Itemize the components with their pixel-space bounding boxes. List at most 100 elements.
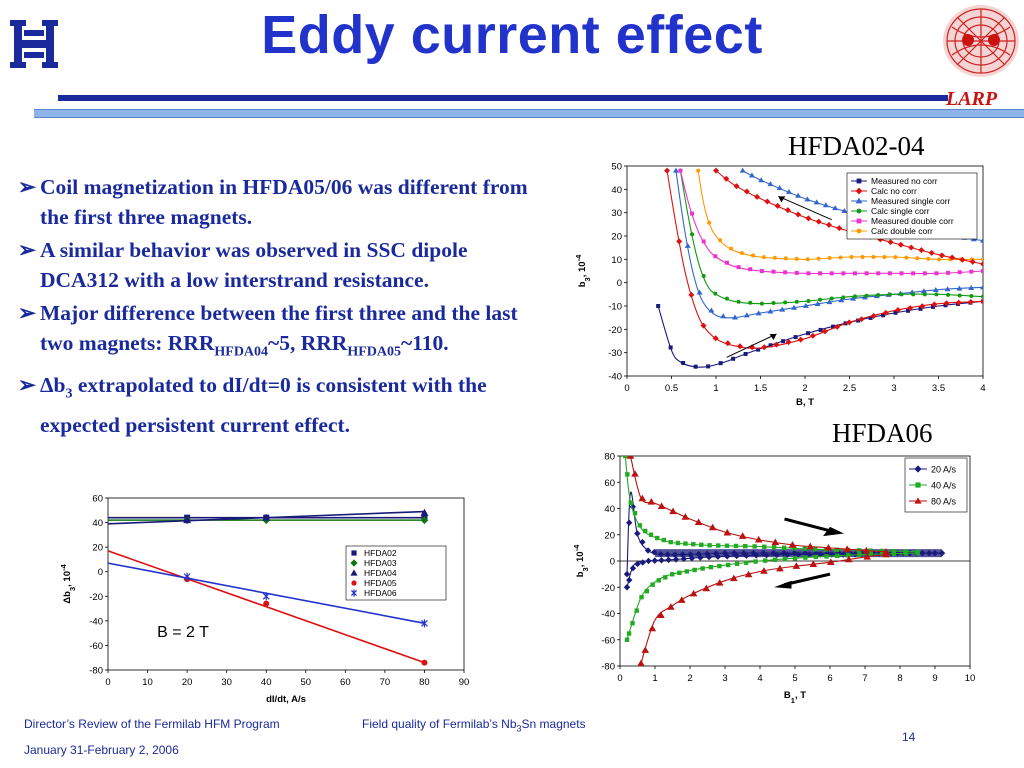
data-point — [920, 288, 927, 294]
data-point — [672, 167, 679, 173]
data-point — [922, 271, 927, 276]
data-point — [829, 271, 834, 276]
data-point — [822, 328, 829, 335]
data-point — [809, 560, 818, 567]
data-point — [717, 563, 722, 569]
data-point — [825, 221, 832, 228]
data-point — [887, 292, 892, 297]
data-point — [743, 552, 750, 559]
y-tick-label: 0 — [617, 278, 622, 289]
data-point — [937, 257, 942, 262]
y-tick-label: 20 — [611, 232, 622, 243]
data-point — [938, 252, 945, 259]
data-point — [771, 300, 776, 305]
data-point — [893, 310, 898, 315]
data-point — [700, 566, 705, 571]
data-point — [817, 551, 824, 558]
data-point — [630, 621, 635, 626]
data-point — [351, 550, 357, 556]
data-point — [931, 301, 938, 308]
data-point — [943, 303, 948, 308]
x-axis-label: B1, T — [784, 690, 806, 705]
annotation-arrow — [778, 195, 832, 221]
data-point — [846, 319, 853, 326]
annotation-label: B = 2 T — [157, 624, 209, 641]
data-point — [771, 538, 780, 546]
legend-label: Measured no corr — [871, 176, 938, 186]
data-point — [634, 560, 641, 568]
footer-program: Director’s Review of the Fermilab HFM Pr… — [24, 717, 280, 731]
x-tick-label: 20 — [182, 677, 193, 688]
data-point — [938, 549, 946, 557]
data-point — [805, 215, 812, 222]
larp-label: LARP — [946, 88, 998, 110]
data-point — [708, 523, 717, 531]
data-point — [724, 296, 729, 301]
bullet-text: ~110. — [400, 331, 449, 355]
data-point — [880, 551, 885, 557]
data-point — [980, 298, 983, 305]
data-point — [668, 539, 673, 545]
legend-box — [345, 545, 447, 601]
y-tick-label: 20 — [604, 530, 615, 541]
data-point — [834, 323, 841, 330]
annotation-arrowhead — [823, 526, 844, 537]
data-point — [818, 327, 823, 332]
data-point — [625, 472, 630, 477]
x-tick-label: 9 — [932, 673, 937, 684]
data-point — [760, 567, 768, 574]
data-point — [631, 470, 639, 477]
data-point — [794, 270, 799, 275]
legend-box — [846, 172, 978, 240]
data-point — [744, 560, 749, 565]
larp-emblem-icon — [943, 5, 1019, 77]
data-point — [795, 211, 802, 218]
data-point — [767, 308, 774, 314]
data-point — [870, 313, 877, 320]
data-point — [675, 540, 681, 546]
header-band — [34, 109, 1024, 118]
legend-label: Calc double corr — [871, 226, 933, 236]
data-point — [724, 340, 731, 347]
annotation-arrowhead — [769, 334, 777, 340]
data-point — [981, 269, 983, 273]
data-point — [828, 551, 836, 558]
y-tick-label: -80 — [89, 666, 103, 677]
y-tick-label: -40 — [601, 609, 615, 620]
data-point — [792, 556, 798, 561]
data-point — [824, 543, 833, 551]
data-point — [831, 324, 836, 329]
data-point — [856, 318, 861, 323]
data-point — [882, 550, 890, 558]
x-tick-label: 0 — [105, 677, 110, 688]
data-point — [944, 286, 951, 292]
data-point — [846, 553, 851, 558]
data-point — [743, 312, 750, 318]
data-point — [702, 584, 711, 592]
bullet-item: ➢ Δb3 extrapolated to dI/dt=0 is consist… — [18, 370, 538, 439]
bullet-subscript: HFDA05 — [347, 344, 401, 360]
y-tick-label: 0 — [610, 557, 615, 568]
data-point — [748, 300, 753, 305]
annotation-box — [136, 615, 231, 645]
chart-dbdt: -80 -60 -40 -20 0 20 40 60 0 10 20 30 40 50 60 70 80 90 HF… — [59, 494, 470, 706]
data-point — [715, 579, 724, 586]
bullet-text: ~5, RRR — [268, 331, 348, 355]
annotation-arrow — [784, 517, 831, 533]
data-point — [736, 343, 743, 350]
annotation-arrowhead — [774, 580, 792, 589]
x-tick-label: 7 — [862, 673, 867, 684]
y-tick-label: 60 — [92, 494, 103, 505]
y-tick-label: -60 — [601, 635, 615, 646]
data-point — [879, 548, 885, 554]
data-point — [718, 361, 723, 366]
data-point — [772, 255, 777, 260]
y-tick-label: -80 — [601, 662, 615, 673]
data-point — [844, 555, 853, 563]
data-point — [758, 177, 765, 183]
data-point — [849, 255, 854, 259]
footer-topic: Field quality of Fermilab’s Nb3Sn magnet… — [362, 717, 586, 733]
data-point — [788, 541, 797, 548]
data-point — [645, 557, 652, 565]
data-point — [957, 270, 962, 275]
